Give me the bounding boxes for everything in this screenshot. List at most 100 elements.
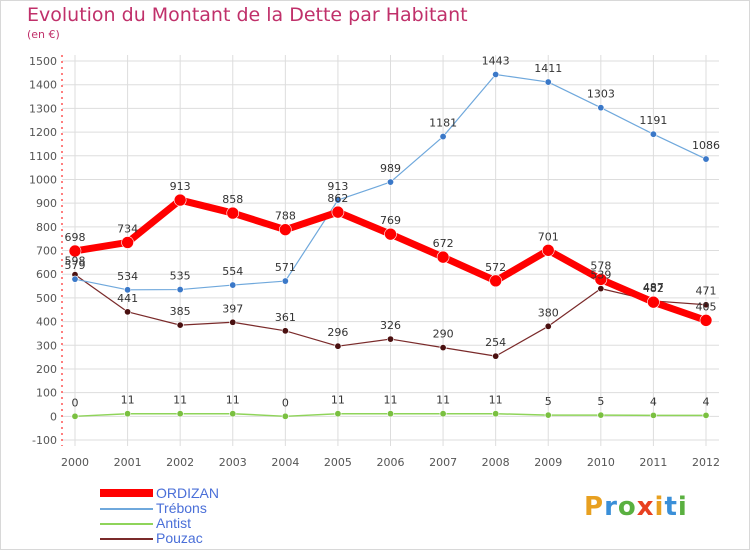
y-tick-label: 900 — [36, 197, 57, 210]
data-point-antist — [176, 410, 184, 418]
data-label-ordizan: 405 — [696, 300, 717, 313]
legend-swatch — [100, 489, 153, 497]
data-point-antist — [649, 411, 657, 419]
data-label-antist: 5 — [545, 395, 552, 408]
data-label-trbons: 1191 — [639, 114, 667, 127]
chart-subtitle: (en €) — [27, 28, 60, 41]
data-label-trbons: 1303 — [587, 88, 615, 101]
y-tick-label: 200 — [36, 363, 57, 376]
data-point-ordizan — [699, 314, 713, 327]
data-point-trbons — [229, 281, 237, 289]
data-point-trbons — [281, 277, 289, 285]
data-label-trbons: 1443 — [482, 55, 510, 68]
y-tick-label: 400 — [36, 316, 57, 329]
legend-swatch — [100, 538, 153, 540]
x-tick-label: 2009 — [534, 456, 562, 469]
y-tick-label: 1100 — [29, 150, 57, 163]
legend-label: Pouzac — [156, 530, 203, 546]
data-label-antist: 11 — [226, 394, 240, 407]
data-label-pouzac: 397 — [222, 302, 243, 315]
data-point-pouzac — [124, 308, 132, 316]
data-point-ordizan — [279, 223, 292, 236]
data-label-antist: 0 — [282, 396, 289, 409]
legend-swatch — [100, 508, 153, 510]
data-point-ordizan — [121, 236, 134, 249]
data-point-antist — [544, 411, 552, 419]
data-label-trbons: 913 — [327, 180, 348, 193]
data-point-pouzac — [702, 301, 710, 309]
y-tick-label: 800 — [36, 221, 57, 234]
x-tick-label: 2005 — [324, 456, 352, 469]
data-point-pouzac — [334, 342, 342, 350]
legend-label: ORDIZAN — [156, 485, 219, 501]
data-label-antist: 11 — [436, 394, 450, 407]
data-point-antist — [597, 411, 605, 419]
data-point-pouzac — [544, 322, 552, 330]
y-tick-label: 600 — [36, 268, 57, 281]
data-label-antist: 4 — [650, 395, 657, 408]
data-point-antist — [124, 410, 132, 418]
data-label-antist: 11 — [384, 394, 398, 407]
y-tick-label: 700 — [36, 245, 57, 258]
data-point-ordizan — [173, 193, 187, 207]
data-point-antist — [229, 410, 237, 418]
data-label-pouzac: 254 — [485, 336, 506, 349]
x-tick-label: 2001 — [114, 456, 142, 469]
data-label-antist: 5 — [597, 395, 604, 408]
x-tick-label: 2003 — [219, 456, 247, 469]
data-label-trbons: 989 — [380, 162, 401, 175]
y-tick-label: 100 — [36, 387, 57, 400]
legend-swatch — [100, 523, 153, 525]
data-point-antist — [281, 412, 289, 420]
data-label-ordizan: 788 — [275, 210, 296, 223]
data-point-antist — [386, 410, 394, 418]
data-point-ordizan — [384, 227, 397, 241]
y-tick-label: 500 — [36, 292, 57, 305]
legend-label: Trébons — [156, 500, 207, 516]
data-label-trbons: 1086 — [692, 139, 720, 152]
data-label-trbons: 534 — [117, 270, 138, 283]
x-tick-label: 2002 — [166, 456, 194, 469]
data-label-trbons: 554 — [222, 265, 243, 278]
x-tick-label: 2010 — [587, 456, 615, 469]
data-label-trbons: 571 — [275, 261, 296, 274]
data-point-trbons — [386, 178, 394, 186]
data-label-pouzac: 385 — [170, 305, 191, 318]
data-point-trbons — [334, 196, 342, 204]
data-label-ordizan: 734 — [117, 222, 138, 235]
data-label-pouzac: 441 — [117, 292, 138, 305]
data-point-pouzac — [439, 344, 447, 352]
data-label-ordizan: 769 — [380, 214, 401, 227]
data-label-pouzac: 471 — [696, 285, 717, 298]
x-tick-label: 2012 — [692, 456, 720, 469]
data-label-trbons: 1181 — [429, 117, 457, 130]
data-label-trbons: 1411 — [534, 62, 562, 75]
data-point-pouzac — [492, 352, 500, 360]
data-point-ordizan — [331, 205, 345, 219]
data-label-pouzac: 598 — [65, 255, 86, 268]
data-point-antist — [492, 410, 500, 418]
data-point-ordizan — [436, 250, 450, 264]
data-point-trbons — [492, 71, 500, 79]
y-tick-label: 1300 — [29, 102, 57, 115]
data-label-antist: 11 — [173, 394, 187, 407]
data-point-ordizan — [68, 244, 82, 258]
data-point-antist — [702, 411, 710, 419]
chart-title: Evolution du Montant de la Dette par Hab… — [27, 4, 468, 26]
data-label-ordizan: 862 — [327, 192, 348, 205]
data-point-ordizan — [541, 243, 555, 257]
data-label-antist: 4 — [703, 395, 710, 408]
data-point-pouzac — [176, 321, 184, 329]
data-point-ordizan — [647, 295, 660, 309]
data-point-pouzac — [597, 285, 605, 293]
data-point-trbons — [71, 275, 79, 283]
data-label-pouzac: 326 — [380, 319, 401, 332]
data-label-antist: 11 — [331, 394, 345, 407]
data-label-antist: 11 — [489, 394, 503, 407]
data-label-ordizan: 578 — [590, 259, 611, 272]
y-tick-label: 1400 — [29, 79, 57, 92]
data-point-antist — [334, 410, 342, 418]
data-label-pouzac: 290 — [433, 328, 454, 341]
data-label-trbons: 535 — [170, 270, 191, 283]
